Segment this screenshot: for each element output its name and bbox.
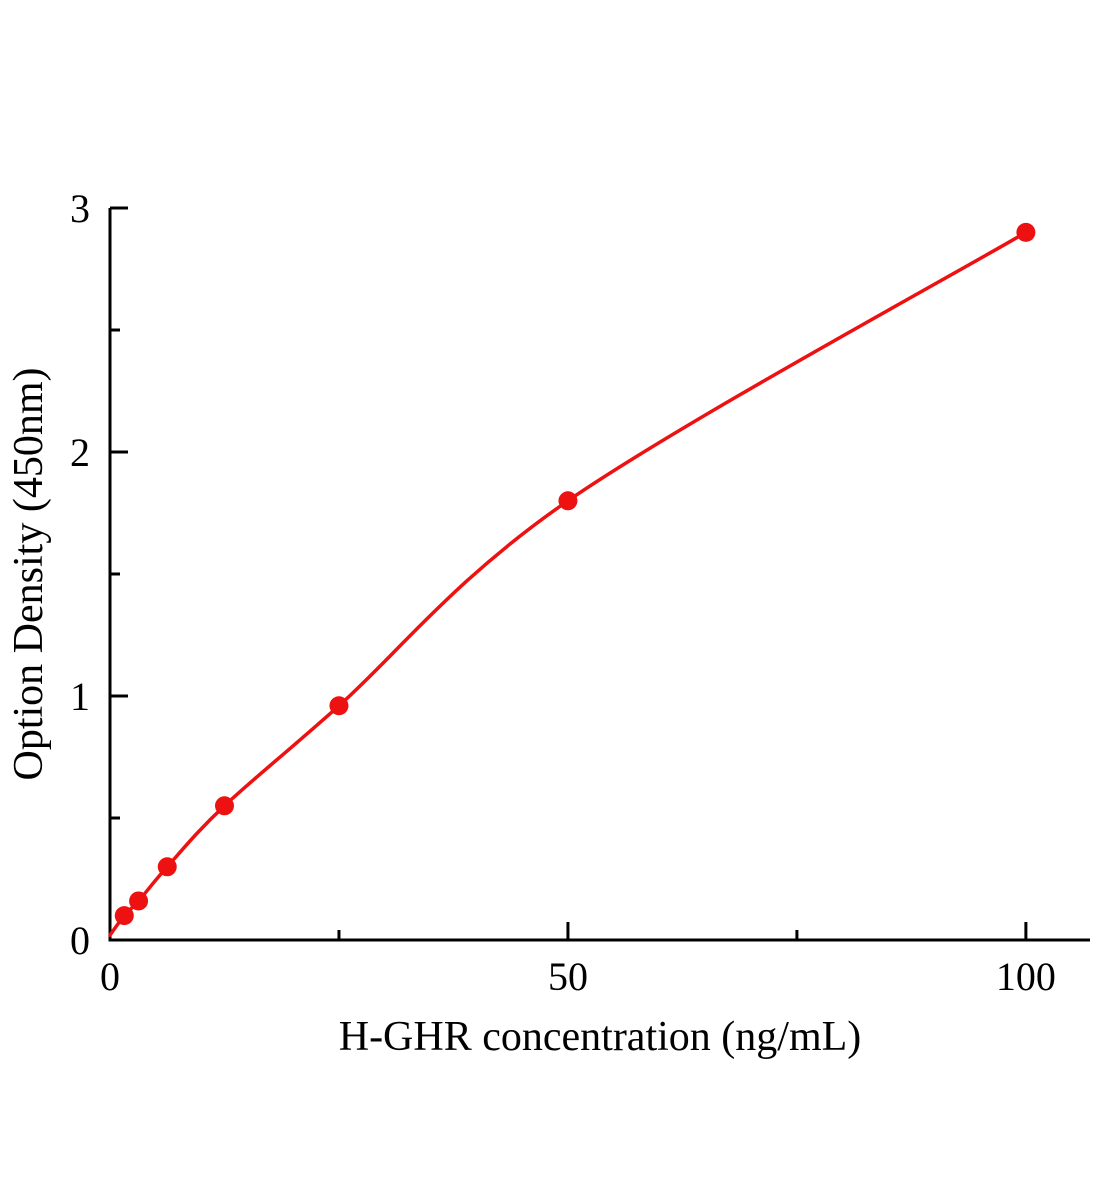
fit-curve [108,230,1028,937]
x-tick-label: 0 [100,954,120,999]
data-point-marker [558,491,578,511]
y-tick-label: 2 [70,430,90,475]
y-tick-label: 3 [70,186,90,231]
series-layer [108,222,1036,937]
axes-layer: 0 50 100 0 1 2 3 [70,186,1090,999]
x-tick-label: 50 [548,954,588,999]
x-tick-label: 100 [996,954,1056,999]
data-point-marker [1016,222,1036,242]
y-tick-label: 0 [70,918,90,963]
x-axis-label: H-GHR concentration (ng/mL) [339,1014,862,1060]
y-axis-label: Option Density (450nm) [6,368,52,781]
y-tick-label: 1 [70,674,90,719]
data-point-marker [129,891,149,911]
data-point-marker [157,857,177,877]
data-point-marker [214,796,234,816]
data-point-marker [114,906,134,926]
data-point-marker [329,696,349,716]
